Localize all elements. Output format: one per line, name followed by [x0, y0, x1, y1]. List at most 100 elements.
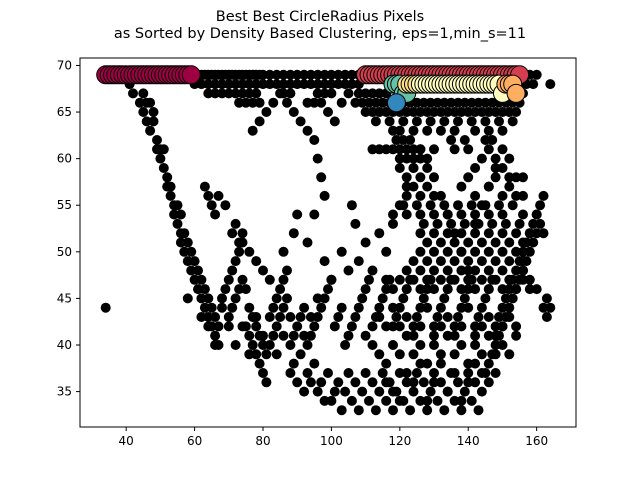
noise-point — [343, 265, 354, 276]
noise-point — [374, 312, 385, 322]
noise-point — [429, 368, 439, 378]
noise-point — [446, 135, 457, 145]
noise-point — [381, 321, 392, 332]
noise-point — [100, 302, 111, 313]
noise-point — [227, 228, 238, 239]
noise-point — [264, 69, 275, 80]
noise-point — [476, 368, 487, 378]
noise-point — [391, 312, 402, 322]
noise-point — [230, 88, 241, 99]
noise-point — [254, 116, 265, 127]
noise-point — [251, 88, 262, 99]
noise-point — [435, 302, 446, 313]
noise-point — [309, 97, 320, 108]
noise-point — [247, 125, 258, 136]
y-tick-label: 60 — [57, 152, 72, 166]
noise-point — [285, 88, 296, 99]
cluster-points — [96, 65, 530, 113]
noise-point — [237, 274, 248, 285]
noise-point — [408, 274, 419, 285]
noise-point — [429, 321, 439, 332]
noise-point — [422, 181, 433, 192]
noise-point — [476, 274, 487, 285]
y-tick-label: 45 — [57, 291, 72, 305]
noise-point — [312, 153, 323, 164]
noise-point — [258, 265, 268, 276]
noise-point — [244, 246, 255, 257]
noise-point — [470, 246, 481, 257]
x-tick-label: 80 — [255, 434, 270, 448]
noise-point — [210, 79, 221, 90]
noise-point — [411, 97, 422, 108]
noise-points — [100, 69, 556, 416]
noise-point — [374, 228, 385, 239]
noise-point — [394, 368, 405, 378]
noise-point — [271, 293, 282, 304]
noise-point — [473, 97, 484, 108]
noise-point — [449, 237, 460, 248]
noise-point — [476, 386, 487, 397]
noise-point — [346, 79, 357, 90]
noise-point — [388, 302, 398, 313]
noise-point — [217, 302, 227, 313]
noise-point — [415, 340, 426, 350]
noise-point — [210, 312, 221, 322]
noise-point — [425, 200, 436, 211]
noise-point — [329, 116, 340, 127]
noise-point — [415, 153, 426, 164]
noise-point — [292, 321, 303, 332]
noise-point — [381, 358, 392, 369]
noise-point — [497, 209, 508, 220]
noise-point — [429, 144, 439, 155]
noise-point — [429, 190, 439, 201]
noise-point — [305, 377, 316, 388]
noise-point — [292, 69, 303, 80]
noise-point — [415, 190, 426, 201]
noise-point — [415, 228, 426, 239]
noise-point — [497, 265, 508, 276]
noise-point — [435, 274, 446, 285]
noise-point — [346, 69, 357, 80]
noise-point — [360, 284, 371, 295]
noise-point — [148, 107, 159, 117]
noise-point — [490, 368, 501, 378]
noise-point — [278, 246, 289, 257]
noise-point — [422, 302, 433, 313]
noise-point — [418, 293, 429, 304]
noise-point — [456, 181, 467, 192]
noise-point — [367, 321, 378, 332]
noise-point — [432, 312, 443, 322]
noise-point — [511, 190, 522, 201]
noise-point — [435, 256, 446, 267]
noise-point — [234, 237, 245, 248]
noise-point — [442, 209, 453, 220]
noise-point — [446, 97, 457, 108]
noise-point — [511, 107, 522, 117]
noise-point — [545, 79, 556, 90]
noise-point — [360, 237, 371, 248]
noise-point — [411, 368, 422, 378]
noise-point — [199, 284, 210, 295]
noise-point — [476, 237, 487, 248]
noise-point — [282, 97, 292, 108]
noise-point — [490, 163, 501, 173]
noise-point — [405, 135, 416, 145]
noise-point — [346, 395, 357, 406]
noise-point — [487, 218, 498, 229]
noise-point — [388, 284, 398, 295]
noise-point — [476, 107, 487, 117]
noise-point — [429, 107, 439, 117]
noise-point — [405, 405, 416, 416]
noise-point — [360, 330, 371, 341]
noise-point — [288, 330, 299, 341]
noise-point — [251, 321, 262, 332]
noise-point — [494, 200, 504, 211]
noise-point — [326, 69, 337, 80]
noise-point — [275, 312, 286, 322]
noise-point — [483, 377, 494, 388]
noise-point — [497, 190, 508, 201]
noise-point — [401, 284, 412, 295]
noise-point — [449, 349, 460, 360]
noise-point — [217, 293, 227, 304]
noise-point — [408, 125, 419, 136]
